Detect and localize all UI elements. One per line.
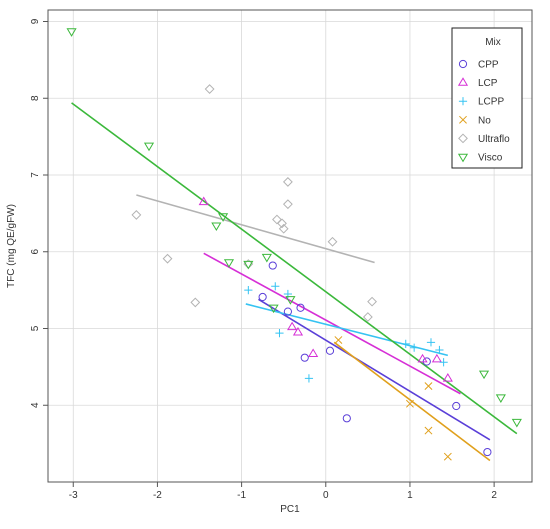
x-axis-title: PC1 <box>280 504 300 515</box>
legend-label-ultraflo: Ultraflo <box>478 134 510 145</box>
x-tick-label: -2 <box>153 490 162 501</box>
x-tick-label: 0 <box>323 490 329 501</box>
legend-label-lcpp: LCPP <box>478 97 504 108</box>
legend: Mix CPP LCP LCPP No Ultraflo Visco <box>452 28 522 168</box>
x-tick-label: 2 <box>491 490 497 501</box>
y-tick-label: 8 <box>30 95 41 101</box>
legend-label-visco: Visco <box>478 153 503 164</box>
y-tick-label: 5 <box>30 325 41 331</box>
y-tick-label: 4 <box>30 402 41 408</box>
legend-label-no: No <box>478 115 491 126</box>
legend-label-lcp: LCP <box>478 78 498 89</box>
x-tick-label: 1 <box>407 490 413 501</box>
x-tick-label: -1 <box>237 490 246 501</box>
y-axis-title: TFC (mg QE/gFW) <box>6 204 17 288</box>
y-tick-label: 9 <box>30 18 41 24</box>
x-tick-label: -3 <box>69 490 78 501</box>
legend-label-cpp: CPP <box>478 60 499 71</box>
y-tick-label: 6 <box>30 249 41 255</box>
legend-title: Mix <box>485 37 501 48</box>
y-tick-label: 7 <box>30 172 41 178</box>
